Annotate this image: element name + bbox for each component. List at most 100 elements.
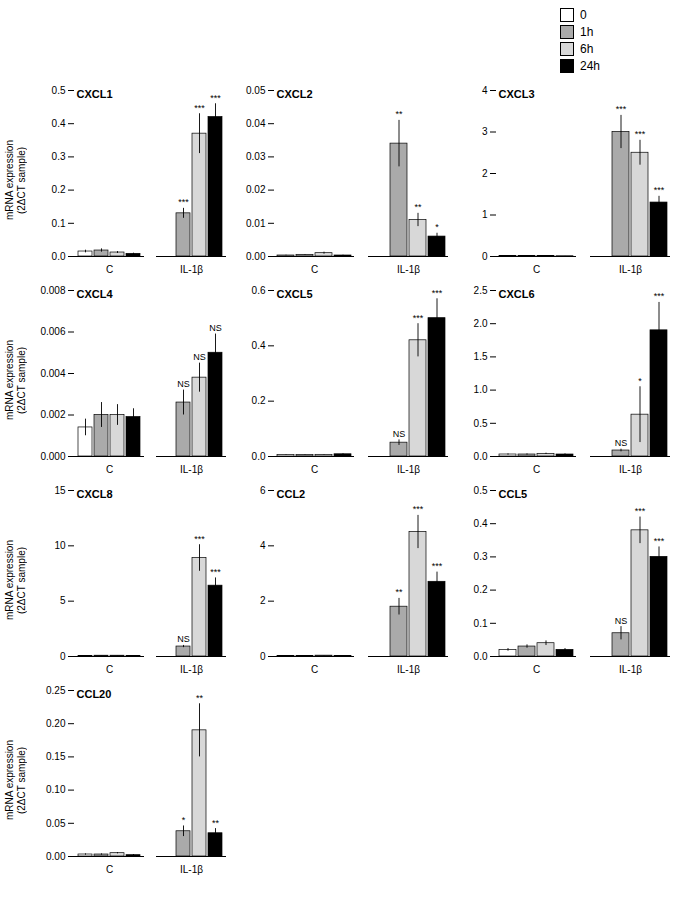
- svg-text:0.15: 0.15: [46, 751, 66, 762]
- svg-text:IL-1β: IL-1β: [180, 464, 203, 475]
- svg-text:NS: NS: [209, 323, 222, 333]
- svg-text:2.0: 2.0: [474, 318, 488, 329]
- svg-text:***: ***: [194, 534, 205, 544]
- svg-text:0.0: 0.0: [474, 651, 488, 662]
- svg-text:0.0: 0.0: [52, 251, 66, 262]
- svg-text:C: C: [311, 664, 318, 675]
- svg-text:***: ***: [210, 93, 221, 103]
- svg-text:C: C: [533, 264, 540, 275]
- svg-text:C: C: [106, 464, 113, 475]
- svg-text:IL-1β: IL-1β: [180, 264, 203, 275]
- svg-text:***: ***: [413, 313, 424, 323]
- svg-text:NS: NS: [177, 634, 190, 644]
- svg-text:0.5: 0.5: [52, 85, 66, 96]
- svg-text:***: ***: [616, 104, 627, 114]
- svg-text:6: 6: [260, 485, 266, 496]
- svg-text:**: **: [395, 587, 403, 597]
- svg-text:2: 2: [260, 595, 266, 606]
- svg-text:CCL20: CCL20: [77, 688, 112, 700]
- svg-text:10: 10: [54, 540, 66, 551]
- svg-text:C: C: [106, 664, 113, 675]
- svg-text:CXCL3: CXCL3: [499, 88, 535, 100]
- svg-text:CCL5: CCL5: [499, 488, 528, 500]
- svg-text:***: ***: [210, 567, 221, 577]
- svg-text:0.000: 0.000: [40, 451, 65, 462]
- svg-text:0.01: 0.01: [246, 218, 266, 229]
- svg-text:0.006: 0.006: [40, 326, 65, 337]
- svg-text:0.04: 0.04: [246, 118, 266, 129]
- svg-text:NS: NS: [393, 429, 406, 439]
- svg-text:NS: NS: [177, 379, 190, 389]
- svg-text:0.008: 0.008: [40, 285, 65, 296]
- svg-text:CXCL5: CXCL5: [277, 288, 313, 300]
- svg-text:0: 0: [60, 651, 66, 662]
- svg-text:0: 0: [260, 651, 266, 662]
- svg-text:***: ***: [635, 129, 646, 139]
- svg-text:CXCL4: CXCL4: [77, 288, 114, 300]
- svg-text:1.5: 1.5: [474, 351, 488, 362]
- svg-text:IL-1β: IL-1β: [180, 864, 203, 875]
- svg-text:0.2: 0.2: [52, 184, 66, 195]
- svg-text:***: ***: [413, 504, 424, 514]
- svg-text:0.4: 0.4: [474, 518, 488, 529]
- svg-text:0.00: 0.00: [46, 851, 66, 862]
- svg-text:***: ***: [194, 103, 205, 113]
- svg-text:0.10: 0.10: [46, 784, 66, 795]
- svg-text:0.5: 0.5: [474, 485, 488, 496]
- svg-text:CCL2: CCL2: [277, 488, 306, 500]
- svg-text:***: ***: [654, 185, 665, 195]
- svg-text:0.0: 0.0: [252, 451, 266, 462]
- svg-text:C: C: [106, 864, 113, 875]
- svg-text:5: 5: [60, 595, 66, 606]
- svg-text:15: 15: [54, 485, 66, 496]
- svg-text:0.1: 0.1: [474, 618, 488, 629]
- svg-text:IL-1β: IL-1β: [397, 664, 420, 675]
- svg-text:**: **: [395, 109, 403, 119]
- svg-text:0.20: 0.20: [46, 718, 66, 729]
- svg-text:NS: NS: [193, 352, 206, 362]
- svg-text:0.004: 0.004: [40, 368, 65, 379]
- svg-text:IL-1β: IL-1β: [180, 664, 203, 675]
- svg-text:CXCL2: CXCL2: [277, 88, 313, 100]
- svg-text:0.2: 0.2: [252, 395, 266, 406]
- svg-text:0.25: 0.25: [46, 685, 66, 696]
- svg-text:0.0: 0.0: [474, 451, 488, 462]
- svg-text:CXCL1: CXCL1: [77, 88, 113, 100]
- svg-text:NS: NS: [615, 438, 628, 448]
- svg-text:***: ***: [432, 561, 443, 571]
- svg-text:0.5: 0.5: [474, 418, 488, 429]
- svg-text:0.00: 0.00: [246, 251, 266, 262]
- svg-text:1.0: 1.0: [474, 384, 488, 395]
- svg-text:CXCL6: CXCL6: [499, 288, 535, 300]
- svg-text:0.03: 0.03: [246, 151, 266, 162]
- svg-text:*: *: [638, 376, 642, 386]
- svg-text:1: 1: [482, 209, 488, 220]
- svg-text:0.6: 0.6: [252, 285, 266, 296]
- svg-text:***: ***: [432, 288, 443, 298]
- svg-text:**: **: [196, 693, 204, 703]
- svg-text:0.02: 0.02: [246, 184, 266, 195]
- svg-text:3: 3: [482, 126, 488, 137]
- svg-text:C: C: [533, 664, 540, 675]
- svg-text:***: ***: [654, 291, 665, 301]
- svg-text:IL-1β: IL-1β: [397, 264, 420, 275]
- svg-text:4: 4: [482, 85, 488, 96]
- svg-text:NS: NS: [615, 616, 628, 626]
- svg-text:0.05: 0.05: [246, 85, 266, 96]
- svg-text:0.002: 0.002: [40, 409, 65, 420]
- svg-text:4: 4: [260, 540, 266, 551]
- svg-text:***: ***: [635, 506, 646, 516]
- svg-text:0: 0: [482, 251, 488, 262]
- svg-text:0.4: 0.4: [252, 340, 266, 351]
- svg-text:***: ***: [654, 536, 665, 546]
- svg-text:IL-1β: IL-1β: [619, 664, 642, 675]
- svg-text:IL-1β: IL-1β: [619, 264, 642, 275]
- svg-text:**: **: [414, 202, 422, 212]
- svg-text:0.3: 0.3: [474, 551, 488, 562]
- svg-text:***: ***: [178, 197, 189, 207]
- svg-text:0.05: 0.05: [46, 818, 66, 829]
- svg-text:C: C: [311, 264, 318, 275]
- svg-text:IL-1β: IL-1β: [397, 464, 420, 475]
- svg-text:C: C: [106, 264, 113, 275]
- svg-text:2: 2: [482, 168, 488, 179]
